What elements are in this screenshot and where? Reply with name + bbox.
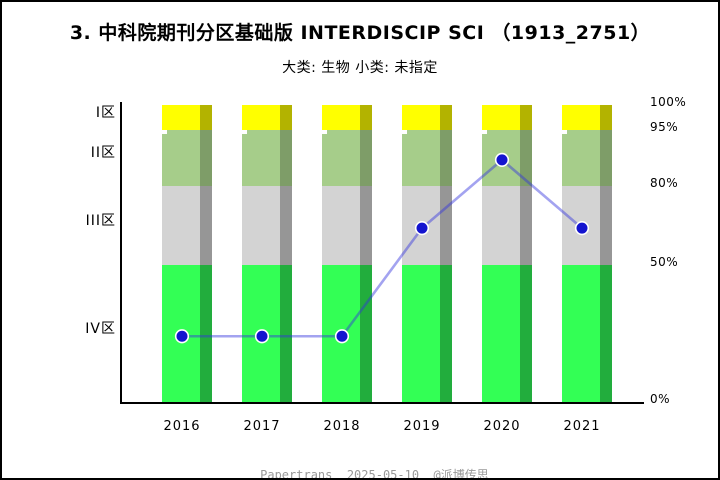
percentile-line bbox=[182, 158, 583, 338]
bar-segment-shadow-II区 bbox=[360, 130, 372, 186]
bar-segment-shadow-III区 bbox=[360, 186, 372, 265]
footer-spacer bbox=[332, 468, 346, 478]
bar-segment-II区 bbox=[402, 130, 440, 186]
bar-segment-shadow-II区 bbox=[440, 130, 452, 186]
y-tick-label-50%: 50% bbox=[650, 255, 679, 269]
bar-segment-shadow-I区 bbox=[440, 105, 452, 130]
footer-handle: @派博传思 bbox=[433, 468, 489, 480]
bar-segment-IV区 bbox=[402, 265, 440, 402]
bar-segment-I区 bbox=[162, 105, 200, 130]
bar-segment-shadow-I区 bbox=[360, 105, 372, 130]
bar-segment-shadow-I区 bbox=[280, 105, 292, 130]
year-label-2018: 2018 bbox=[323, 419, 361, 434]
bar-segment-shadow-III区 bbox=[440, 186, 452, 265]
bar-segment-III区 bbox=[162, 186, 200, 265]
bar-segment-shadow-II区 bbox=[200, 130, 212, 186]
bar-segment-I区 bbox=[242, 105, 280, 130]
year-label-2021: 2021 bbox=[563, 419, 601, 434]
band-notch bbox=[482, 130, 487, 134]
plot-area bbox=[120, 102, 644, 404]
zone-label-I区: I区 bbox=[95, 104, 116, 121]
year-label-2016: 2016 bbox=[163, 419, 201, 434]
footer-spacer bbox=[419, 468, 433, 478]
bar-segment-shadow-IV区 bbox=[520, 265, 532, 402]
y-tick-label-100%: 100% bbox=[650, 95, 687, 109]
bar-segment-shadow-II区 bbox=[520, 130, 532, 186]
band-notch bbox=[402, 130, 407, 134]
bar-segment-II区 bbox=[562, 130, 600, 186]
bar-segment-III区 bbox=[482, 186, 520, 265]
bar-segment-III区 bbox=[242, 186, 280, 265]
y-axis-tick-labels: 100% 95% 80% 50% 0% bbox=[650, 2, 700, 478]
footer-date: 2025-05-10 bbox=[346, 468, 420, 480]
bar-segment-I区 bbox=[322, 105, 360, 130]
line-marker-2020 bbox=[494, 152, 510, 167]
line-marker-2021 bbox=[574, 221, 590, 236]
y-axis-zone-labels: I区 II区 III区 IV区 bbox=[62, 2, 116, 478]
bar-column-2016 bbox=[162, 105, 212, 402]
line-marker-2019 bbox=[414, 221, 430, 236]
bar-segment-I区 bbox=[562, 105, 600, 130]
chart-footer: Papertrans 2025-05-10 @派博传思 bbox=[2, 451, 718, 480]
year-label-2019: 2019 bbox=[403, 419, 441, 434]
bar-segment-II区 bbox=[242, 130, 280, 186]
bar-segment-III区 bbox=[322, 186, 360, 265]
bar-segment-shadow-III区 bbox=[600, 186, 612, 265]
bar-segment-IV区 bbox=[562, 265, 600, 402]
y-tick-label-0%: 0% bbox=[650, 392, 671, 406]
band-notch bbox=[322, 130, 327, 134]
bar-segment-shadow-IV区 bbox=[360, 265, 372, 402]
bar-segment-shadow-I区 bbox=[520, 105, 532, 130]
chart-subtitle: 大类: 生物 小类: 未指定 bbox=[282, 60, 438, 76]
zone-label-II区: II区 bbox=[90, 145, 116, 161]
bar-segment-shadow-II区 bbox=[280, 130, 292, 186]
bar-segment-shadow-III区 bbox=[520, 186, 532, 265]
bar-segment-II区 bbox=[322, 130, 360, 186]
bar-segment-I区 bbox=[482, 105, 520, 130]
bar-column-2020 bbox=[482, 105, 532, 402]
band-notch bbox=[562, 130, 567, 134]
zone-label-IV区: IV区 bbox=[85, 320, 116, 337]
line-marker-2018 bbox=[334, 329, 350, 344]
bar-segment-shadow-II区 bbox=[600, 130, 612, 186]
bar-segment-shadow-IV区 bbox=[280, 265, 292, 402]
bar-segment-shadow-I区 bbox=[200, 105, 212, 130]
band-notch bbox=[162, 130, 167, 134]
bar-column-2018 bbox=[322, 105, 372, 402]
bar-column-2021 bbox=[562, 105, 612, 402]
chart-title: 3. 中科院期刊分区基础版 INTERDISCIP SCI （1913_2751… bbox=[69, 22, 651, 44]
percentile-line-layer bbox=[174, 152, 590, 344]
bar-segment-shadow-III区 bbox=[200, 186, 212, 265]
bar-segment-shadow-IV区 bbox=[600, 265, 612, 402]
y-tick-label-95%: 95% bbox=[650, 120, 679, 134]
bar-segment-shadow-I区 bbox=[600, 105, 612, 130]
year-label-2020: 2020 bbox=[483, 419, 521, 434]
line-marker-2017 bbox=[254, 329, 270, 344]
band-notch bbox=[242, 130, 247, 134]
bar-segment-shadow-IV区 bbox=[200, 265, 212, 402]
x-axis-year-labels: 2016 2017 2018 2019 2020 2021 bbox=[2, 419, 718, 439]
bar-segment-shadow-III区 bbox=[280, 186, 292, 265]
bar-segment-II区 bbox=[162, 130, 200, 186]
zone-label-III区: III区 bbox=[85, 212, 116, 229]
bar-segment-shadow-IV区 bbox=[440, 265, 452, 402]
y-tick-label-80%: 80% bbox=[650, 176, 679, 190]
year-label-2017: 2017 bbox=[243, 419, 281, 434]
bar-segment-I区 bbox=[402, 105, 440, 130]
footer-brand: Papertrans bbox=[260, 468, 333, 480]
bar-segment-IV区 bbox=[482, 265, 520, 402]
line-marker-2016 bbox=[174, 329, 190, 344]
